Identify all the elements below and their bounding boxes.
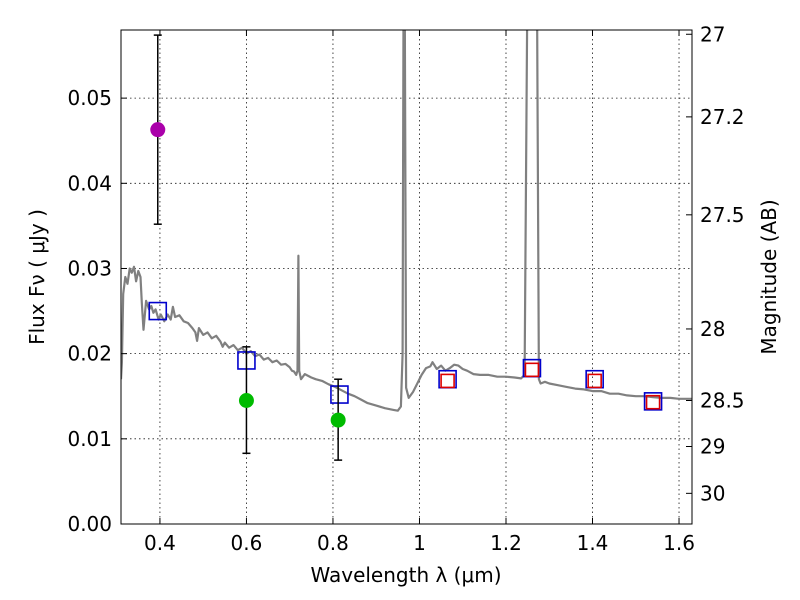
x-tick-label: 1.4 — [577, 531, 609, 555]
observed-photometry-point — [587, 373, 602, 389]
model-photometry-point — [643, 392, 663, 411]
y2-tick-label: 30 — [700, 481, 725, 505]
y-tick-label: 0.03 — [67, 256, 112, 280]
y-tick-label: 0.02 — [67, 342, 112, 366]
y2-tick-label: 27.5 — [700, 203, 745, 227]
observed-photometry-point — [524, 362, 540, 378]
y-tick-label: 0.05 — [67, 86, 112, 110]
axes: 0.4 0.6 0.8 1 1.2 1.4 1.6 0.00 0.01 0.02 0.03 0.04 0… — [67, 22, 744, 555]
y-tick-label: 0.00 — [67, 512, 112, 536]
x-tick-label: 0.8 — [317, 531, 349, 555]
y2-tick-label: 27 — [700, 22, 725, 46]
x-tick-label: 0.6 — [231, 531, 263, 555]
plot-frame — [120, 29, 693, 525]
y2-axis-label: Magnitude (AB) — [757, 199, 781, 354]
y2-tick-label: 29 — [700, 434, 725, 458]
spectrum-line — [121, 30, 692, 412]
model-photometry-point — [330, 385, 349, 404]
y-axis-label: Flux Fν ( μJy ) — [25, 209, 49, 345]
observed-photometry-point — [645, 394, 661, 410]
model-photometry-point — [148, 301, 168, 321]
y2-tick-label: 28 — [700, 317, 725, 341]
x-tick-label: 1.2 — [490, 531, 522, 555]
detection-point — [150, 122, 166, 138]
grid-lines — [121, 30, 692, 524]
y-tick-label: 0.04 — [67, 171, 112, 195]
detection-point — [238, 393, 254, 408]
x-tick-label: 1.6 — [663, 531, 695, 555]
detection-point — [330, 412, 346, 428]
x-tick-label: 1 — [413, 531, 426, 555]
y2-tick-label: 27.2 — [700, 105, 745, 129]
y-tick-label: 0.01 — [67, 427, 112, 451]
x-tick-label: 0.4 — [144, 531, 176, 555]
series-layer — [121, 30, 692, 461]
x-axis-label: Wavelength λ (μm) — [310, 563, 501, 587]
y2-tick-label: 28.5 — [700, 389, 745, 413]
observed-photometry-point — [440, 373, 455, 389]
